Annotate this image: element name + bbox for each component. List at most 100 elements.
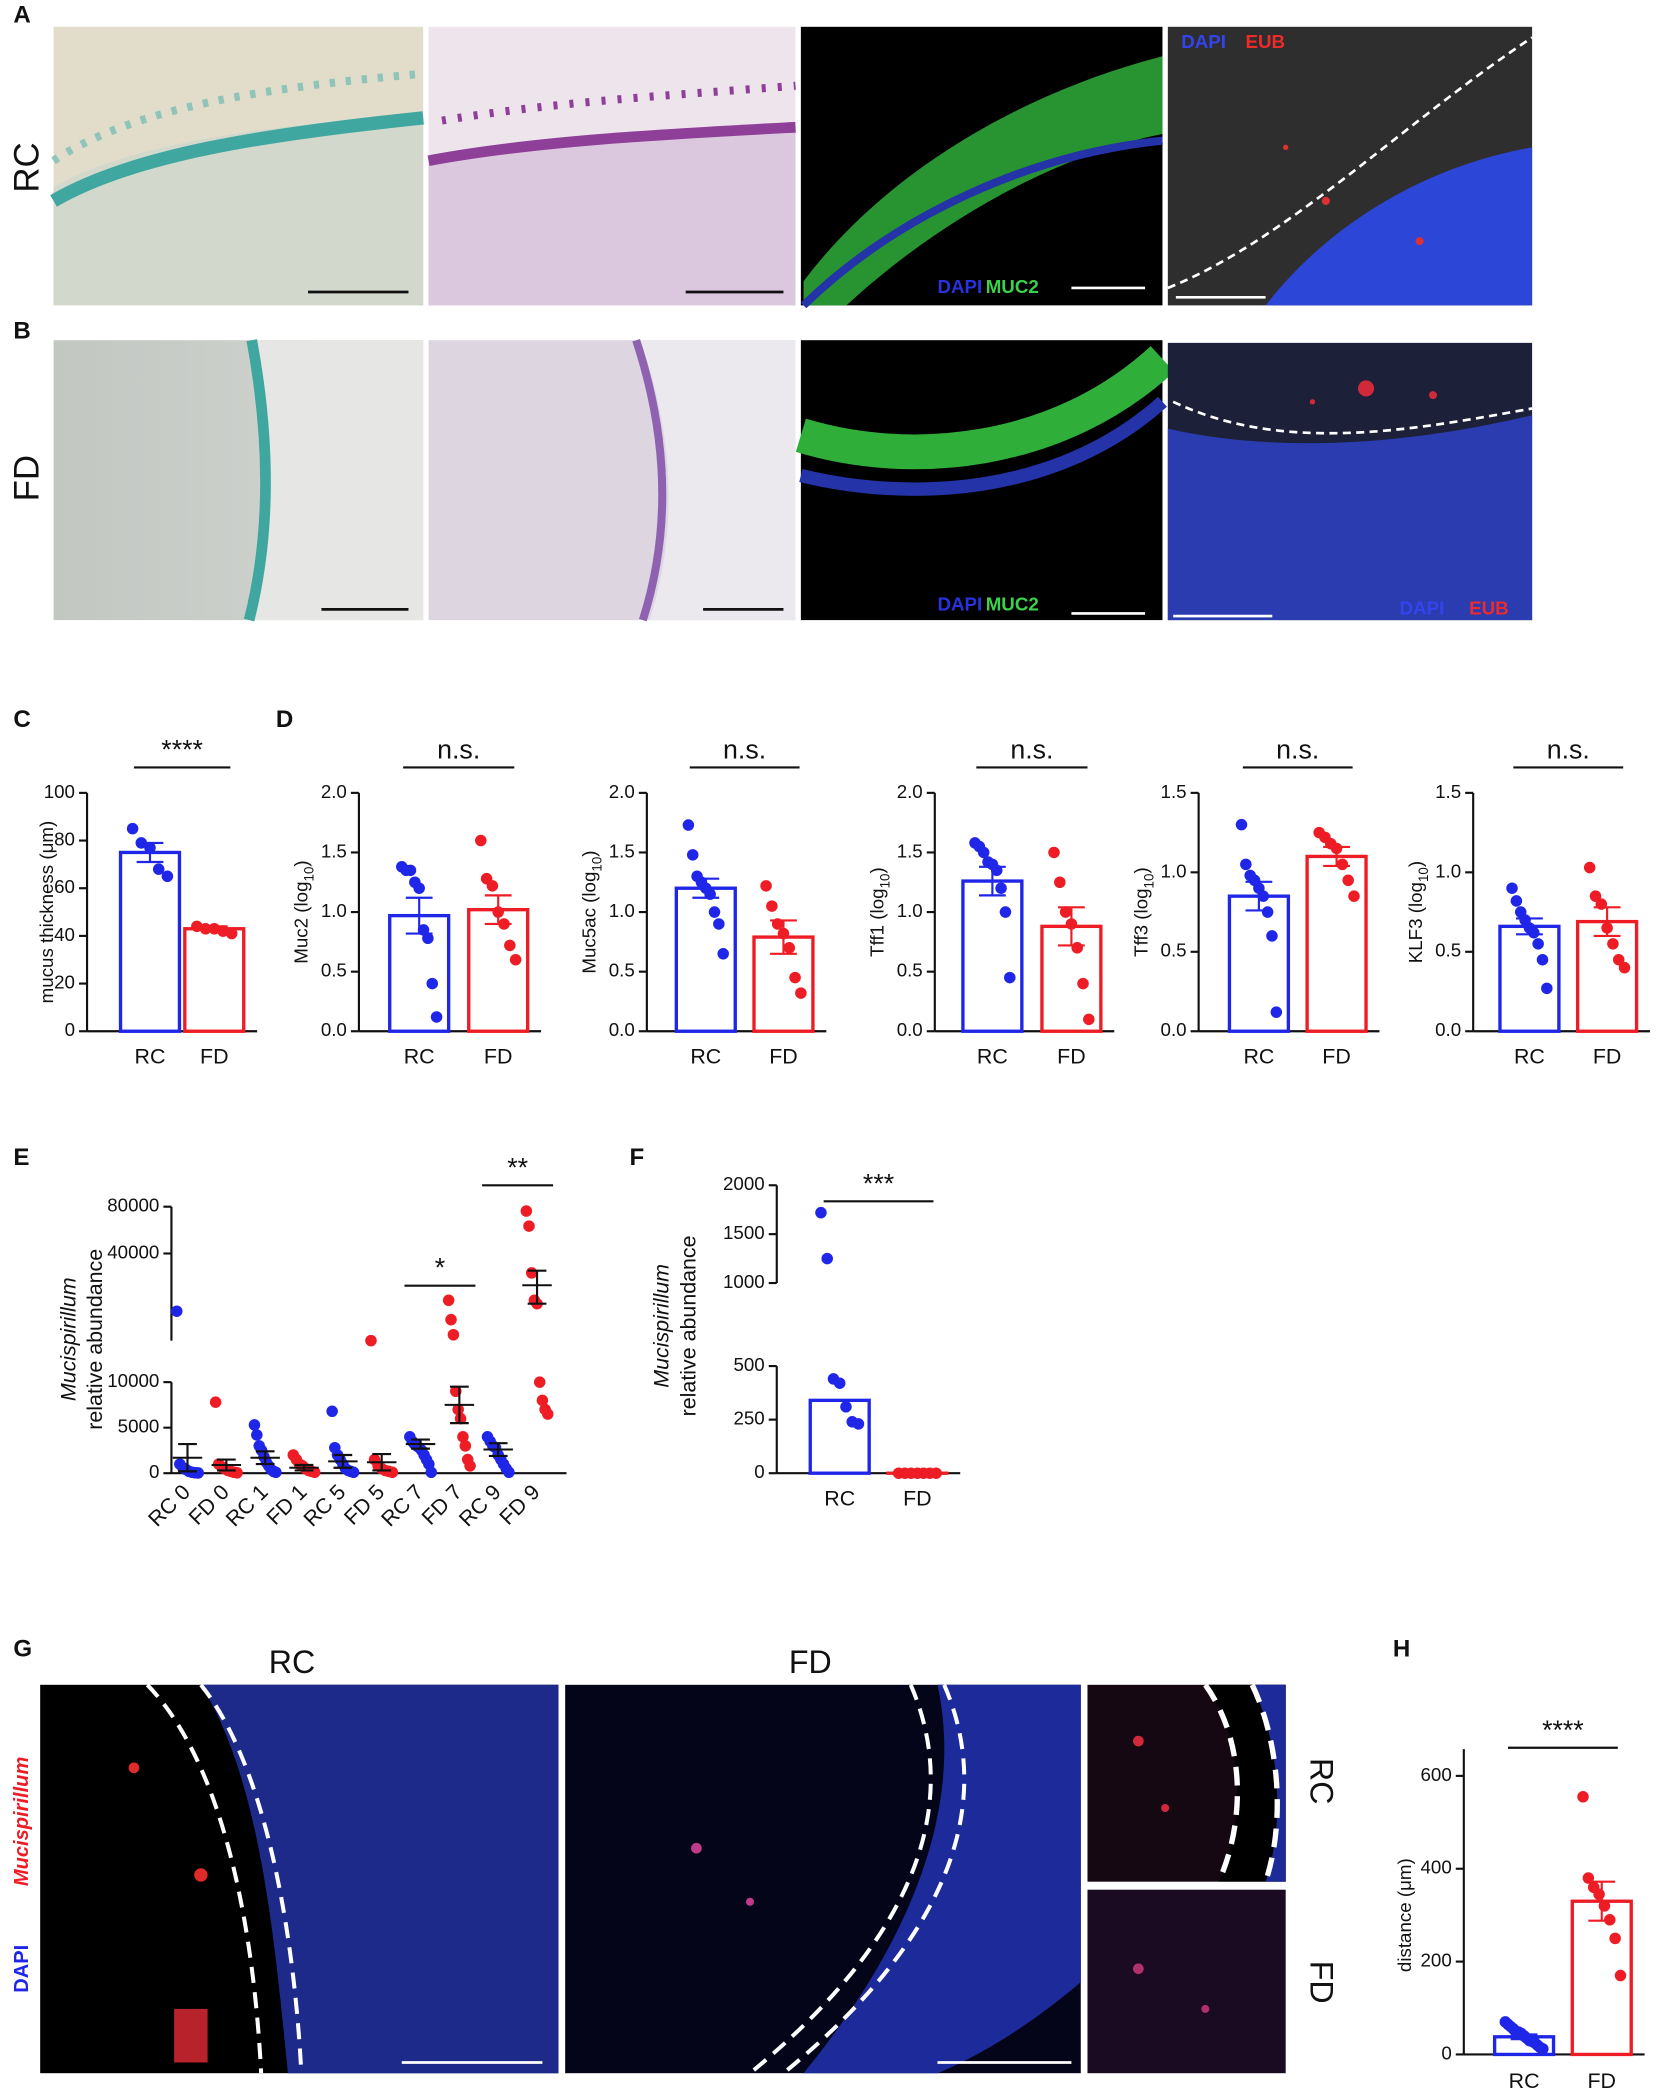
- bar: [808, 1398, 871, 1475]
- y-tick-label: 0.5: [321, 960, 347, 981]
- significance-label: ****: [1542, 1715, 1584, 1745]
- y-tick-label: 600: [1420, 1764, 1451, 1785]
- data-point: [152, 863, 165, 875]
- data-point: [248, 1419, 261, 1431]
- data-point: [1071, 942, 1083, 954]
- y-tick-label: 0.0: [1435, 1019, 1461, 1040]
- data-point: [1348, 890, 1360, 902]
- y-axis-label-part: 10: [590, 857, 605, 872]
- significance-label: n.s.: [437, 734, 480, 764]
- data-point: [413, 882, 425, 894]
- data-point: [1528, 926, 1540, 939]
- y-tick-label: 0.0: [1161, 1019, 1187, 1040]
- data-point: [1077, 977, 1089, 990]
- micrograph-a3: DAPI MUC2: [800, 26, 1163, 309]
- data-point: [509, 953, 522, 966]
- y-tick-label: 0: [1441, 2042, 1451, 2063]
- bar: [183, 927, 246, 1033]
- image-title: FD: [789, 1644, 832, 1680]
- x-tick-label: FD 9: [495, 1480, 545, 1530]
- y-axis-label: Muc5ac (log10): [579, 850, 605, 973]
- data-point: [1336, 858, 1349, 871]
- significance-label: n.s.: [1547, 734, 1590, 764]
- data-point: [682, 819, 695, 831]
- y-tick-label: 200: [1420, 1950, 1451, 1971]
- panel-label: E: [13, 1144, 29, 1171]
- y-tick-label: 1.5: [1161, 781, 1187, 802]
- y-tick-label: 5000: [118, 1416, 160, 1437]
- data-point: [930, 1467, 942, 1479]
- row-label: RC: [8, 142, 47, 192]
- y-axis-label: Tff1 (log10): [867, 867, 893, 957]
- y-axis-label: Mucispirillum: [56, 1277, 80, 1401]
- x-tick-label: RC: [824, 1487, 855, 1511]
- y-axis-label: distance (μm): [1394, 1858, 1415, 1972]
- data-point: [192, 1467, 204, 1479]
- y-tick-label: 0: [149, 1461, 159, 1482]
- data-point: [1612, 953, 1625, 966]
- y-tick-label: 2000: [723, 1173, 765, 1194]
- data-point: [523, 1220, 535, 1232]
- y-axis-label-part: 10: [1141, 874, 1156, 889]
- y-tick-label: 60: [54, 876, 75, 897]
- y-tick-label: 2.0: [321, 781, 347, 802]
- significance-label: *: [435, 1253, 445, 1283]
- inset-label: FD: [1304, 1961, 1340, 2004]
- y-tick-label: 1.5: [1435, 781, 1461, 802]
- x-tick-label: FD: [484, 1045, 513, 1069]
- row-label: FD: [8, 455, 47, 501]
- data-point: [1598, 1900, 1611, 1912]
- micrograph-b4: DAPI EUB: [1167, 342, 1533, 621]
- data-point: [1607, 938, 1619, 950]
- y-axis-label-part: 10: [302, 867, 317, 882]
- panel-label: C: [13, 706, 30, 733]
- panel-label: G: [13, 1635, 32, 1662]
- data-point: [1054, 876, 1066, 889]
- bar: [1498, 924, 1561, 1033]
- micrograph-g2: [565, 1684, 1081, 2075]
- y-tick-label: 0.5: [1435, 940, 1461, 961]
- data-point: [171, 1305, 183, 1317]
- data-point: [717, 948, 729, 960]
- y-tick-label: 2.0: [897, 781, 923, 802]
- x-tick-label: RC: [977, 1045, 1008, 1069]
- data-point: [833, 1377, 846, 1389]
- x-tick-label: FD: [1057, 1045, 1086, 1069]
- data-point: [404, 864, 417, 877]
- bar: [467, 907, 530, 1033]
- data-point: [447, 1328, 460, 1341]
- data-point: [1235, 818, 1248, 831]
- y-tick-label: 0.0: [609, 1019, 635, 1040]
- data-point: [713, 918, 725, 930]
- data-point: [347, 1466, 360, 1479]
- data-point: [386, 1466, 399, 1479]
- bar: [961, 879, 1024, 1033]
- data-point: [459, 1440, 472, 1452]
- x-tick-label: RC: [1509, 2069, 1540, 2093]
- data-point: [708, 906, 721, 918]
- y-tick-label: 250: [733, 1408, 764, 1429]
- y-tick-label: 20: [54, 972, 75, 993]
- data-point: [1257, 890, 1270, 902]
- data-point: [1577, 1791, 1589, 1803]
- panel-label: A: [13, 1, 30, 28]
- data-point: [503, 1466, 515, 1479]
- data-point: [525, 1267, 538, 1279]
- y-axis-label-part: Tff1 (log: [867, 888, 888, 956]
- y-axis-label-part: ): [867, 867, 888, 873]
- data-point: [454, 1412, 467, 1425]
- panel-label: B: [13, 318, 30, 345]
- stain-label: EUB: [1469, 597, 1509, 618]
- y-tick-label: 1.0: [609, 900, 635, 921]
- data-point: [1537, 2043, 1549, 2055]
- y-axis-label: Muc2 (log10): [291, 860, 317, 963]
- x-tick-label: RC 7: [377, 1480, 428, 1531]
- x-tick-label: FD 1: [262, 1480, 312, 1530]
- micrograph-b3: DAPI MUC2: [795, 340, 1175, 621]
- x-tick-label: RC 5: [299, 1480, 350, 1531]
- data-point: [1059, 906, 1072, 918]
- y-axis-label-part: Muc2 (log: [291, 881, 312, 963]
- stain-label: MUC2: [986, 593, 1039, 614]
- y-tick-label: 1.0: [1435, 860, 1461, 881]
